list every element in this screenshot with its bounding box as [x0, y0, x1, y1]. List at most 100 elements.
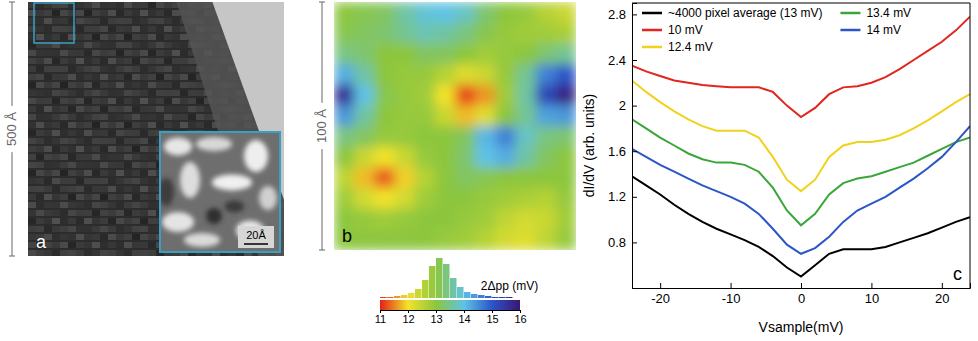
texture-cell — [44, 90, 52, 96]
cell — [495, 229, 516, 250]
texture-cell — [140, 66, 148, 72]
texture-cell — [148, 18, 156, 24]
inset-blob — [212, 174, 252, 190]
texture-cell — [76, 162, 84, 168]
cell — [516, 85, 537, 106]
texture-cell — [36, 178, 44, 184]
texture-cell — [132, 18, 140, 24]
cell — [556, 209, 576, 230]
texture-cell — [68, 26, 76, 32]
texture-cell — [44, 114, 52, 120]
tick: 0.8 — [608, 235, 637, 250]
texture-cell — [172, 106, 180, 112]
texture-cell — [84, 42, 92, 48]
cell — [374, 23, 395, 44]
texture-cell — [28, 226, 36, 232]
texture-cell — [36, 194, 44, 200]
texture-cell — [44, 178, 52, 184]
texture-cell — [132, 34, 140, 40]
cell — [536, 126, 557, 147]
histogram-bar — [443, 264, 450, 298]
texture-cell — [28, 114, 36, 120]
texture-cell — [44, 170, 52, 176]
texture-cell — [172, 58, 180, 64]
texture-cell — [116, 10, 124, 16]
texture-cell — [76, 2, 84, 8]
texture-cell — [164, 34, 172, 40]
texture-cell — [84, 66, 92, 72]
texture-cell — [44, 98, 52, 104]
histogram-bar — [478, 295, 485, 298]
inset-blob — [196, 137, 232, 151]
texture-cell — [68, 82, 76, 88]
texture-cell — [28, 210, 36, 216]
texture-cell — [44, 58, 52, 64]
texture-cell — [76, 98, 84, 104]
texture-cell — [172, 90, 180, 96]
texture-cell — [188, 82, 196, 88]
inset-blob — [184, 233, 220, 247]
tick-label: 0 — [798, 291, 805, 306]
texture-cell — [44, 106, 52, 112]
texture-cell — [100, 162, 108, 168]
cell — [536, 167, 557, 188]
texture-cell — [100, 26, 108, 32]
scale-cap — [319, 250, 325, 251]
texture-cell — [68, 34, 76, 40]
texture-cell — [140, 154, 148, 160]
texture-cell — [196, 106, 204, 112]
texture-cell — [164, 18, 172, 24]
texture-cell — [84, 186, 92, 192]
tick: 1.6 — [608, 144, 637, 159]
cell — [334, 85, 355, 106]
cell — [435, 2, 456, 23]
texture-cell — [84, 178, 92, 184]
texture-cell — [148, 234, 156, 240]
texture-cell — [52, 58, 60, 64]
inset — [160, 132, 280, 252]
texture-cell — [44, 154, 52, 160]
frame-top — [632, 3, 970, 4]
texture-cell — [132, 10, 140, 16]
texture-cell — [116, 114, 124, 120]
texture-cell — [132, 138, 140, 144]
texture-cell — [52, 74, 60, 80]
texture-cell — [76, 202, 84, 208]
texture-cell — [164, 50, 172, 56]
texture-cell — [140, 34, 148, 40]
texture-cell — [36, 202, 44, 208]
tick: 20 — [935, 283, 949, 306]
texture-cell — [44, 210, 52, 216]
texture-cell — [68, 194, 76, 200]
texture-cell — [92, 66, 100, 72]
texture-cell — [180, 74, 188, 80]
cell — [415, 23, 436, 44]
cell — [435, 105, 456, 126]
inset-ground — [160, 132, 280, 252]
cell — [455, 64, 476, 85]
cell — [556, 147, 576, 168]
texture-cell — [52, 90, 60, 96]
texture-cell — [68, 74, 76, 80]
inset-scale-label: 20Å — [246, 229, 266, 241]
texture-cell — [52, 210, 60, 216]
texture-cell — [60, 26, 68, 32]
texture-cell — [52, 26, 60, 32]
texture-cell — [68, 66, 76, 72]
texture-cell — [60, 98, 68, 104]
texture-cell — [68, 50, 76, 56]
texture-cell — [116, 218, 124, 224]
cell — [495, 2, 516, 23]
texture-cell — [44, 18, 52, 24]
inset-blob — [160, 178, 174, 206]
texture-cell — [124, 162, 132, 168]
cell — [475, 105, 496, 126]
series-line — [632, 126, 970, 254]
texture-cell — [180, 98, 188, 104]
texture-cell — [156, 82, 164, 88]
tick: 14 — [458, 310, 470, 325]
cell — [516, 209, 537, 230]
texture-cell — [36, 50, 44, 56]
texture-cell — [60, 90, 68, 96]
cell — [415, 126, 436, 147]
